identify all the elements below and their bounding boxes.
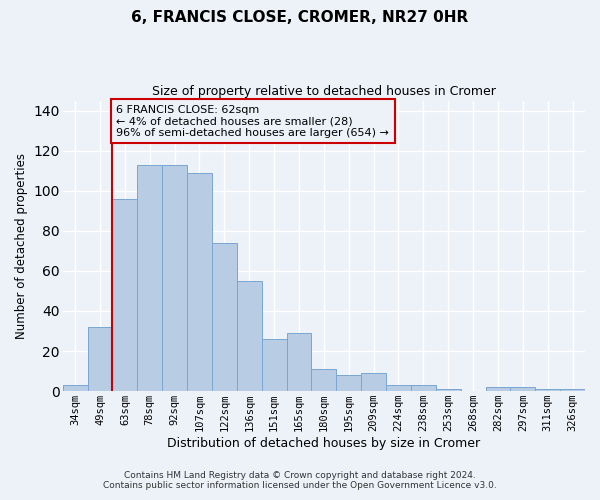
Bar — [212, 243, 237, 391]
Bar — [112, 199, 137, 391]
Bar — [535, 389, 560, 391]
Text: 6, FRANCIS CLOSE, CROMER, NR27 0HR: 6, FRANCIS CLOSE, CROMER, NR27 0HR — [131, 10, 469, 25]
Bar — [287, 333, 311, 391]
Bar — [436, 389, 461, 391]
Bar — [386, 385, 411, 391]
Bar — [88, 327, 112, 391]
Bar — [63, 385, 88, 391]
Text: Contains HM Land Registry data © Crown copyright and database right 2024.
Contai: Contains HM Land Registry data © Crown c… — [103, 470, 497, 490]
Bar — [411, 385, 436, 391]
Bar — [162, 164, 187, 391]
Bar — [262, 339, 287, 391]
Bar — [187, 172, 212, 391]
Bar — [311, 369, 336, 391]
Bar — [560, 389, 585, 391]
Y-axis label: Number of detached properties: Number of detached properties — [15, 153, 28, 339]
Bar — [361, 373, 386, 391]
Bar — [237, 281, 262, 391]
X-axis label: Distribution of detached houses by size in Cromer: Distribution of detached houses by size … — [167, 437, 481, 450]
Bar — [511, 387, 535, 391]
Bar — [485, 387, 511, 391]
Bar — [336, 375, 361, 391]
Title: Size of property relative to detached houses in Cromer: Size of property relative to detached ho… — [152, 85, 496, 98]
Text: 6 FRANCIS CLOSE: 62sqm
← 4% of detached houses are smaller (28)
96% of semi-deta: 6 FRANCIS CLOSE: 62sqm ← 4% of detached … — [116, 104, 389, 138]
Bar — [137, 164, 162, 391]
